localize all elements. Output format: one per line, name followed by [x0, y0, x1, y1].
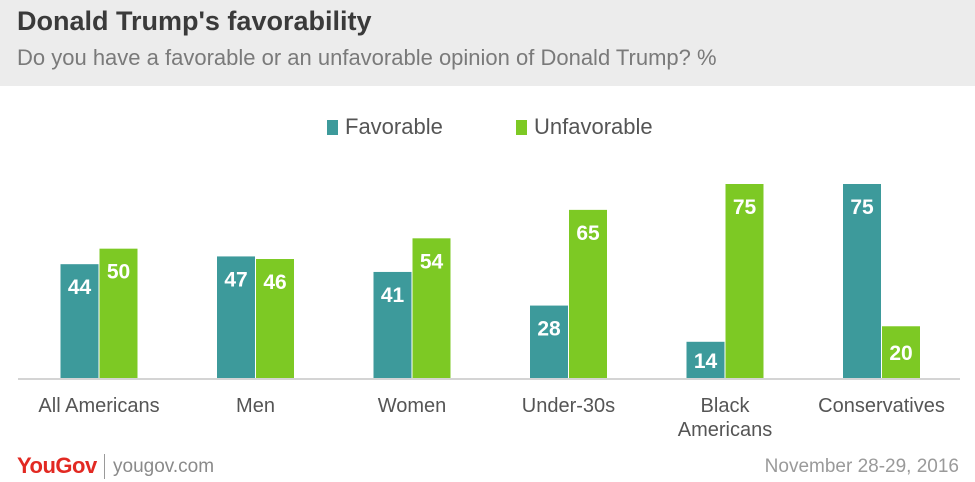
bar-unfavorable-0 — [99, 248, 138, 378]
data-label-favorable-4: 14 — [694, 350, 718, 373]
legend-label-unfavorable: Unfavorable — [534, 114, 653, 139]
bar-favorable-2 — [373, 271, 412, 378]
bar-unfavorable-2 — [412, 238, 451, 378]
category-label-0: All Americans — [38, 395, 159, 417]
category-label-4: Black Americans — [678, 395, 772, 441]
bar-unfavorable-3 — [569, 209, 607, 378]
bar-favorable-3 — [530, 305, 568, 378]
data-label-unfavorable-3: 65 — [576, 222, 600, 245]
footer-url: yougov.com — [113, 456, 215, 477]
data-label-unfavorable-2: 54 — [420, 250, 444, 273]
category-label-5: Conservatives — [818, 395, 945, 417]
legend-swatch-unfavorable — [516, 120, 527, 135]
data-label-unfavorable-4: 75 — [733, 196, 757, 219]
data-label-unfavorable-1: 46 — [263, 271, 286, 294]
footer-divider — [104, 454, 105, 479]
yougov-logo: YouGov — [17, 453, 97, 478]
bar-unfavorable-4 — [725, 184, 764, 378]
data-label-unfavorable-5: 20 — [889, 342, 912, 365]
legend-label-favorable: Favorable — [345, 114, 443, 139]
category-label-1: Men — [236, 395, 275, 417]
bar-unfavorable-1 — [256, 259, 294, 378]
bar-favorable-0 — [60, 264, 99, 378]
chart-title: Donald Trump's favorability — [17, 6, 372, 36]
data-label-favorable-1: 47 — [224, 268, 247, 291]
survey-date: November 28-29, 2016 — [764, 456, 959, 477]
header-band: Donald Trump's favorability Do you have … — [0, 0, 975, 86]
bar-favorable-4 — [686, 341, 725, 378]
bar-favorable-1 — [217, 256, 255, 378]
bar-favorable-5 — [843, 184, 881, 378]
category-label-3: Under-30s — [522, 395, 615, 417]
data-label-favorable-0: 44 — [68, 276, 92, 299]
legend-swatch-favorable — [327, 120, 338, 135]
data-label-favorable-5: 75 — [850, 196, 874, 219]
bar-unfavorable-5 — [882, 326, 920, 378]
chart-subtitle: Do you have a favorable or an unfavorabl… — [17, 45, 717, 70]
data-label-unfavorable-0: 50 — [107, 261, 130, 284]
data-label-favorable-3: 28 — [537, 318, 561, 341]
data-label-favorable-2: 41 — [381, 284, 405, 307]
category-label-2: Women — [378, 395, 447, 417]
legend: Favorable Unfavorable — [0, 114, 975, 140]
